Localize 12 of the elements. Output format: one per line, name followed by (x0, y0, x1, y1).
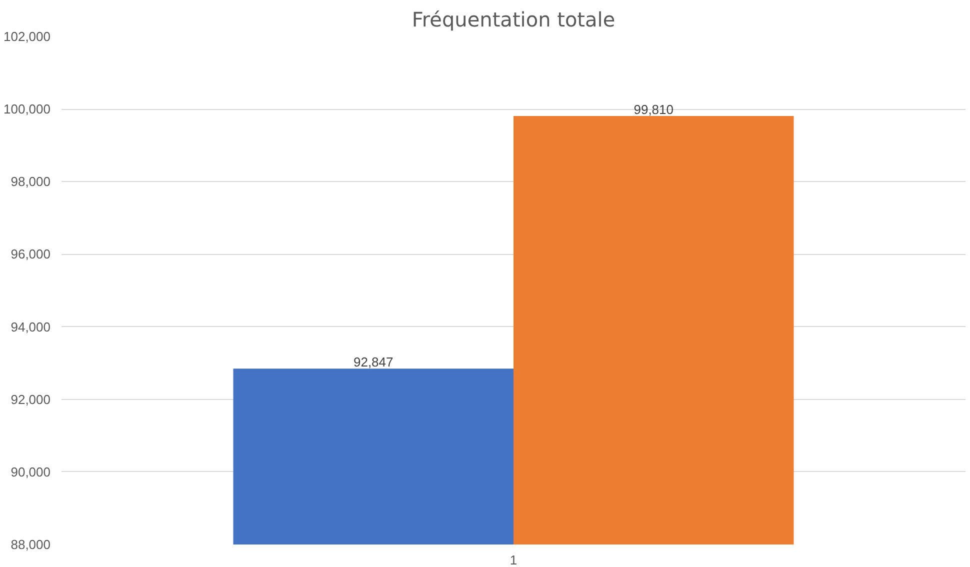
y-tick-label: 100,000 (4, 102, 51, 117)
data-label: 92,847 (354, 354, 394, 370)
y-tick-label: 102,000 (4, 29, 51, 44)
y-tick-label: 94,000 (10, 319, 51, 334)
y-tick-label: 90,000 (10, 464, 51, 480)
y-tick-label: 98,000 (10, 174, 51, 190)
y-tick-label: 92,000 (10, 392, 51, 407)
data-label: 99,810 (634, 102, 674, 117)
y-tick-label: 88,000 (10, 537, 51, 552)
y-tick-label: 96,000 (10, 246, 51, 262)
chart-title: Fréquentation totale (412, 8, 616, 32)
x-tick-label: 1 (510, 552, 518, 567)
